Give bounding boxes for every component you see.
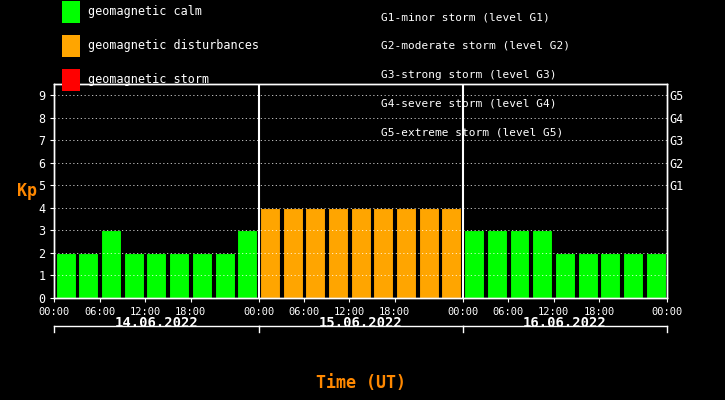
Bar [56, 253, 75, 298]
Text: 16.06.2022: 16.06.2022 [523, 316, 607, 330]
Text: geomagnetic storm: geomagnetic storm [88, 74, 210, 86]
Text: G3-strong storm (level G3): G3-strong storm (level G3) [381, 70, 556, 80]
Text: G2-moderate storm (level G2): G2-moderate storm (level G2) [381, 41, 570, 51]
Bar [510, 230, 529, 298]
Bar [192, 253, 212, 298]
Bar [305, 208, 326, 298]
Bar [169, 253, 189, 298]
Bar [101, 230, 121, 298]
Bar [78, 253, 99, 298]
Bar [237, 230, 257, 298]
Bar [578, 253, 597, 298]
Text: G5-extreme storm (level G5): G5-extreme storm (level G5) [381, 127, 563, 137]
Bar [419, 208, 439, 298]
Text: 14.06.2022: 14.06.2022 [115, 316, 199, 330]
Bar [623, 253, 643, 298]
Text: 15.06.2022: 15.06.2022 [319, 316, 402, 330]
Text: geomagnetic calm: geomagnetic calm [88, 6, 202, 18]
Bar [260, 208, 280, 298]
Bar [373, 208, 394, 298]
Bar [396, 208, 416, 298]
Bar [600, 253, 621, 298]
Bar [646, 253, 666, 298]
Bar [124, 253, 144, 298]
Bar [351, 208, 370, 298]
Text: G4-severe storm (level G4): G4-severe storm (level G4) [381, 98, 556, 108]
Bar [532, 230, 552, 298]
Text: Time (UT): Time (UT) [315, 374, 406, 392]
Text: geomagnetic disturbances: geomagnetic disturbances [88, 40, 260, 52]
Bar [146, 253, 167, 298]
Bar [555, 253, 575, 298]
Bar [442, 208, 461, 298]
Text: Kp: Kp [17, 182, 37, 200]
Bar [328, 208, 348, 298]
Text: G1-minor storm (level G1): G1-minor storm (level G1) [381, 12, 550, 22]
Bar [464, 230, 484, 298]
Bar [283, 208, 302, 298]
Bar [215, 253, 234, 298]
Bar [487, 230, 507, 298]
